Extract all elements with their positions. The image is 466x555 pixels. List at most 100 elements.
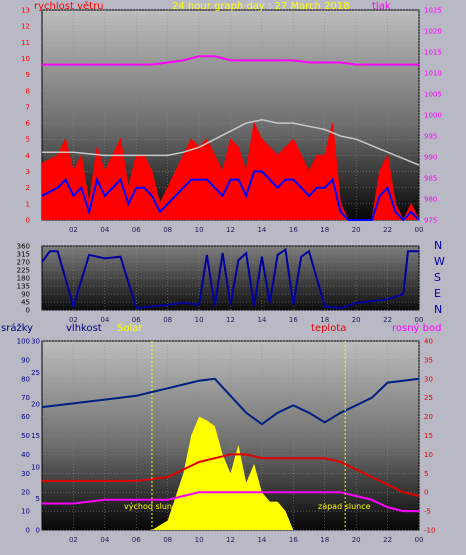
compass-n-top: N <box>434 239 442 252</box>
dewpoint-line <box>42 491 419 513</box>
y-tick-label: 8 <box>26 87 30 95</box>
y-tick-label: 90 <box>21 356 30 364</box>
y-tick-label: 60 <box>21 413 30 421</box>
y-tick-label: 11 <box>21 39 30 47</box>
y-tick-label: 10 <box>424 451 433 459</box>
y-tick-label: 6 <box>26 120 31 128</box>
solar-label: Solar <box>117 323 143 334</box>
y-tick-label: 360 <box>17 243 30 251</box>
y-tick-label: 20 <box>424 413 433 421</box>
rain-label: srážky <box>1 322 33 334</box>
y-tick-label: 45 <box>21 299 30 307</box>
x-tick-label: 02 <box>69 316 78 324</box>
y-tick-label: 980 <box>424 196 437 204</box>
y-tick-label: 0 <box>26 307 30 315</box>
x-tick-label: 10 <box>195 226 204 234</box>
x-tick-label: 18 <box>320 316 329 324</box>
y-tick-label: 3 <box>26 168 30 176</box>
pressure-line <box>42 55 419 66</box>
x-tick-label: 22 <box>383 226 392 234</box>
x-tick-label: 06 <box>132 226 141 234</box>
x-tick-label: 00 <box>415 536 424 544</box>
x-tick-label: 08 <box>163 316 172 324</box>
wind-gust-area <box>42 123 419 220</box>
dewpoint-label: rosný bod <box>392 322 441 334</box>
y-tick-label: 90 <box>21 291 30 299</box>
y-tick-label: 0 <box>26 527 30 535</box>
y-tick-label: 10 <box>21 55 30 63</box>
y-tick-label: 270 <box>17 259 30 267</box>
y-tick-label: 315 <box>17 251 30 259</box>
wind-average-line <box>41 170 420 222</box>
y-tick-label: 80 <box>21 375 30 383</box>
y-tick-label: 2 <box>26 184 30 192</box>
y-tick-label: 995 <box>424 133 437 141</box>
y-tick-label: 10 <box>21 508 30 516</box>
x-tick-label: 20 <box>352 536 361 544</box>
y-tick-label: 40 <box>21 451 30 459</box>
chart-title: 24 hour graph day : 27 March 2018 <box>172 1 350 12</box>
y-tick-label: 40 <box>424 338 433 346</box>
x-tick-label: 14 <box>257 226 266 234</box>
x-tick-label: 02 <box>69 226 78 234</box>
compass-n-bottom: N <box>434 303 442 316</box>
y-tick-label: 1015 <box>424 49 442 57</box>
y-tick-label: 4 <box>26 152 31 160</box>
x-tick-label: 16 <box>289 316 298 324</box>
y-tick-label: 12 <box>21 23 30 31</box>
x-tick-label: 04 <box>100 316 109 324</box>
y-tick-label: 10 <box>31 464 40 472</box>
x-tick-label: 06 <box>132 316 141 324</box>
y-tick-label: 30 <box>31 338 40 346</box>
y-tick-label: 15 <box>424 432 433 440</box>
temperature-line <box>42 453 420 497</box>
x-tick-label: 10 <box>195 316 204 324</box>
y-tick-label: 20 <box>21 489 30 497</box>
y-tick-label: 25 <box>31 369 40 377</box>
x-tick-label: 04 <box>100 226 109 234</box>
x-tick-label: 12 <box>226 226 235 234</box>
x-tick-label: 18 <box>320 226 329 234</box>
y-tick-label: 1010 <box>424 70 442 78</box>
x-tick-label: 22 <box>383 536 392 544</box>
y-tick-label: 15 <box>31 432 40 440</box>
temperature-reference-line <box>42 119 420 166</box>
y-tick-label: 1005 <box>424 91 442 99</box>
left-axis-label: rychlost větru <box>34 0 104 12</box>
x-tick-label: 14 <box>257 316 266 324</box>
x-tick-label: 20 <box>352 226 361 234</box>
temperature-label: teplota <box>311 323 346 334</box>
y-tick-label: 225 <box>17 267 30 275</box>
y-tick-label: 0 <box>36 527 40 535</box>
compass-s: S <box>434 271 441 284</box>
y-tick-label: 35 <box>424 356 433 364</box>
y-tick-label: 9 <box>26 71 30 79</box>
y-tick-label: 5 <box>36 495 40 503</box>
x-tick-label: 08 <box>163 226 172 234</box>
compass-e: E <box>434 287 441 300</box>
y-tick-label: 1000 <box>424 112 442 120</box>
x-tick-label: 20 <box>352 316 361 324</box>
y-tick-label: 1020 <box>424 28 442 36</box>
x-tick-label: 16 <box>289 536 298 544</box>
x-tick-label: 22 <box>383 316 392 324</box>
y-tick-label: 30 <box>21 470 30 478</box>
y-tick-label: 180 <box>17 275 30 283</box>
humidity-label: vlhkost <box>66 323 102 334</box>
y-tick-label: 70 <box>21 394 30 402</box>
x-tick-label: 12 <box>226 316 235 324</box>
sunset-label: západ slunce <box>318 502 371 511</box>
x-tick-label: 02 <box>69 536 78 544</box>
x-tick-label: 08 <box>163 536 172 544</box>
y-tick-label: 985 <box>424 175 437 183</box>
y-tick-label: 30 <box>424 375 433 383</box>
y-tick-label: 0 <box>424 489 428 497</box>
x-tick-label: 16 <box>289 226 298 234</box>
wind-direction-line <box>41 247 419 310</box>
humidity-line <box>41 377 420 426</box>
y-tick-label: 25 <box>424 394 433 402</box>
y-tick-label: 990 <box>424 154 437 162</box>
y-tick-label: 0 <box>26 217 30 225</box>
